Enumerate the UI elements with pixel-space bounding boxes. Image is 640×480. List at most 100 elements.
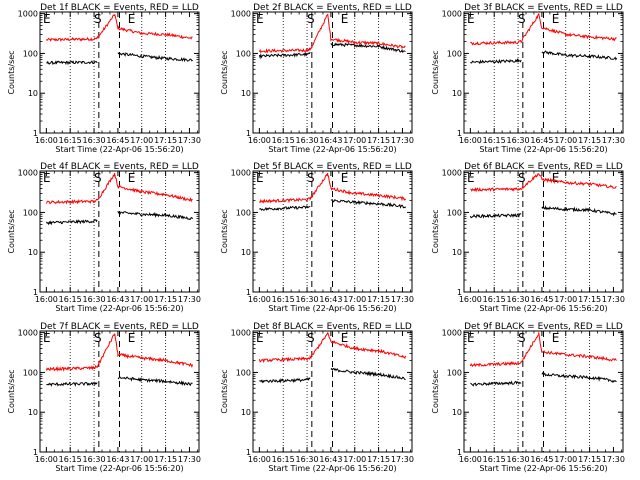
x-axis-label: Start Time (22-Apr-06 15:56:20) <box>479 145 607 154</box>
x-axis-label: Start Time (22-Apr-06 15:56:20) <box>268 464 396 473</box>
x-axis-label: Start Time (22-Apr-06 15:56:20) <box>479 464 607 473</box>
interval-marker-label: S <box>94 331 102 345</box>
x-axis-label: Start Time (22-Apr-06 15:56:20) <box>268 145 396 154</box>
x-tick-label: 17:00 <box>554 295 577 304</box>
x-tick-label: 17:15 <box>578 136 601 145</box>
x-tick-label: 17:00 <box>130 455 153 464</box>
x-tick-label: 16:00 <box>35 295 58 304</box>
event-rate-line <box>541 50 618 61</box>
x-tick-label: 16:00 <box>459 295 482 304</box>
x-tick-label: 17:30 <box>602 455 625 464</box>
x-tick-label: 16:30 <box>83 136 106 145</box>
x-axis-label: Start Time (22-Apr-06 15:56:20) <box>55 304 183 313</box>
x-tick-label: 17:15 <box>578 295 601 304</box>
interval-marker-label: E <box>341 331 349 345</box>
y-tick-label: 1000 <box>231 169 251 178</box>
lld-rate-line <box>259 172 407 204</box>
x-tick-label: 17:30 <box>391 136 414 145</box>
y-tick-label: 100 <box>236 208 251 217</box>
x-tick-label: 17:15 <box>154 295 177 304</box>
x-axis-label: Start Time (22-Apr-06 15:56:20) <box>268 304 396 313</box>
x-tick-label: 17:00 <box>130 136 153 145</box>
lld-rate-line <box>469 332 617 368</box>
x-tick-label: 16:15 <box>272 455 295 464</box>
y-tick-label: 1000 <box>18 329 38 338</box>
lld-rate-line <box>258 13 406 54</box>
x-tick-label: 16:30 <box>83 455 106 464</box>
event-rate-line <box>330 199 407 209</box>
event-rate-line <box>45 219 98 226</box>
interval-marker-label: E <box>467 171 475 185</box>
lld-rate-line <box>45 333 194 372</box>
event-rate-line <box>541 371 617 383</box>
interval-marker-label: E <box>128 331 136 345</box>
interval-marker-label: E <box>43 171 51 185</box>
y-tick-label: 100 <box>23 49 38 58</box>
y-tick-label: 100 <box>23 208 38 217</box>
x-tick-label: 16:00 <box>35 136 58 145</box>
interval-marker-label: E <box>552 12 560 26</box>
panel-title: Det 8f BLACK = Events, RED = LLD <box>253 322 412 332</box>
y-axis-label: Counts/sec <box>7 369 16 413</box>
x-tick-label: 17:15 <box>154 455 177 464</box>
x-tick-label: 16:45 <box>530 136 553 145</box>
x-tick-label: 16:43 <box>319 295 342 304</box>
event-rate-line <box>117 210 194 221</box>
y-tick-label: 1 <box>457 288 462 297</box>
x-tick-label: 16:45 <box>106 136 129 145</box>
x-tick-label: 16:30 <box>296 295 319 304</box>
y-tick-label: 10 <box>28 89 38 98</box>
x-tick-label: 17:00 <box>343 136 366 145</box>
y-tick-label: 10 <box>452 408 462 417</box>
x-tick-label: 17:00 <box>554 455 577 464</box>
x-tick-label: 17:15 <box>367 295 390 304</box>
y-axis-label: Counts/sec <box>431 209 440 253</box>
y-tick-label: 100 <box>447 368 462 377</box>
interval-marker-label: E <box>552 331 560 345</box>
lld-rate-line <box>45 172 193 205</box>
y-tick-label: 100 <box>447 49 462 58</box>
y-axis-label: Counts/sec <box>7 50 16 94</box>
x-tick-label: 17:30 <box>602 136 625 145</box>
x-tick-label: 17:15 <box>367 455 390 464</box>
y-axis-label: Counts/sec <box>220 209 229 253</box>
event-rate-line <box>117 52 193 63</box>
y-tick-label: 10 <box>28 408 38 417</box>
y-tick-label: 1000 <box>231 10 251 19</box>
interval-marker-label: E <box>256 171 264 185</box>
event-rate-line <box>470 380 522 387</box>
x-tick-label: 17:00 <box>343 455 366 464</box>
x-tick-label: 16:15 <box>483 136 506 145</box>
x-tick-label: 16:15 <box>272 136 295 145</box>
x-tick-label: 17:00 <box>343 295 366 304</box>
x-tick-label: 17:00 <box>554 136 577 145</box>
x-tick-label: 17:30 <box>602 295 625 304</box>
panel-title: Det 4f BLACK = Events, RED = LLD <box>40 162 199 172</box>
y-axis-label: Counts/sec <box>431 50 440 94</box>
y-tick-label: 10 <box>241 89 251 98</box>
panel-title: Det 6f BLACK = Events, RED = LLD <box>464 162 623 172</box>
y-tick-label: 100 <box>236 368 251 377</box>
x-tick-label: 17:30 <box>178 455 201 464</box>
y-tick-label: 10 <box>241 408 251 417</box>
x-tick-label: 17:15 <box>367 136 390 145</box>
lld-rate-line <box>46 14 193 42</box>
event-rate-line <box>258 51 311 60</box>
y-tick-label: 1 <box>246 288 251 297</box>
event-rate-line <box>541 205 617 217</box>
panel-title: Det 5f BLACK = Events, RED = LLD <box>253 162 412 172</box>
x-tick-label: 16:45 <box>530 295 553 304</box>
x-tick-label: 16:15 <box>272 295 295 304</box>
x-tick-label: 16:30 <box>507 295 530 304</box>
lld-rate-line <box>470 173 617 193</box>
y-tick-label: 100 <box>447 208 462 217</box>
y-tick-label: 1 <box>246 448 251 457</box>
